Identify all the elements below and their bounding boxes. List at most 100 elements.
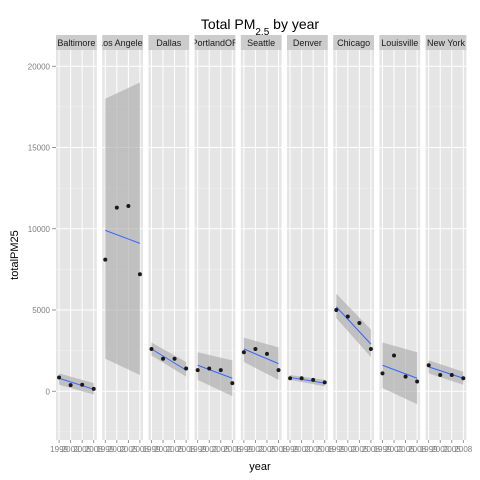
facet-strip — [287, 35, 328, 50]
x-tick-label: 2002 — [247, 445, 265, 454]
facet-strip-label: Dallas — [156, 38, 182, 48]
y-tick-label: 5000 — [32, 306, 50, 315]
fit-line — [243, 348, 279, 365]
data-point — [426, 363, 431, 368]
data-point — [288, 376, 293, 381]
fit-line — [382, 364, 418, 379]
facet-strip — [102, 35, 143, 50]
data-point — [68, 383, 73, 388]
x-tick-label: 1999 — [50, 445, 68, 454]
data-point — [322, 380, 327, 385]
data-point — [438, 373, 443, 377]
x-tick-label: 2008 — [408, 445, 426, 454]
data-point — [80, 382, 85, 387]
x-tick-label: 2002 — [154, 445, 172, 454]
x-tick-label: 1999 — [96, 445, 114, 454]
facet-strip — [194, 35, 236, 50]
x-tick-label: 2008 — [223, 445, 241, 454]
chart-title-main: Total PM — [201, 16, 255, 32]
x-tick-label: 2005 — [350, 445, 368, 454]
data-point — [380, 371, 385, 376]
data-point — [57, 375, 62, 380]
facet-strip — [56, 35, 97, 50]
data-point — [392, 353, 397, 358]
x-tick-label: 2008 — [454, 445, 472, 454]
x-tick-label: 1999 — [189, 445, 207, 454]
x-tick-label: 2002 — [200, 445, 218, 454]
facet-strip-label: Seattle — [247, 38, 275, 48]
panel-background — [148, 50, 190, 440]
x-tick-label: 2008 — [85, 445, 103, 454]
data-point — [299, 376, 304, 381]
data-point — [345, 314, 350, 319]
x-tick-label: 2002 — [108, 445, 126, 454]
x-tick-label: 1999 — [327, 445, 345, 454]
y-tick-label: 0 — [46, 387, 51, 396]
x-tick-label: 2005 — [258, 445, 276, 454]
data-point — [241, 350, 246, 355]
data-point — [184, 366, 189, 371]
x-tick-label: 2008 — [177, 445, 195, 454]
x-tick-label: 2005 — [166, 445, 184, 454]
facet-strip — [425, 35, 467, 50]
y-tick-label: 10000 — [28, 225, 51, 234]
facet-strip-label: Baltimore — [57, 38, 95, 48]
data-point — [149, 347, 154, 351]
fit-line — [289, 376, 325, 384]
x-tick-label: 2005 — [73, 445, 91, 454]
x-tick-label: 2008 — [131, 445, 149, 454]
fit-line — [197, 364, 233, 379]
data-point — [276, 368, 281, 373]
data-point — [461, 376, 466, 381]
x-tick-label: 2008 — [270, 445, 288, 454]
confidence-band — [382, 342, 418, 405]
data-point — [264, 351, 269, 356]
data-point — [91, 386, 96, 391]
confidence-band — [243, 337, 279, 380]
panel-background — [287, 50, 328, 440]
facet-strip-label: Chicago — [337, 38, 370, 48]
x-tick-label: 2005 — [397, 445, 415, 454]
data-point — [253, 347, 258, 351]
x-tick-label: 2008 — [362, 445, 380, 454]
x-tick-label: 2002 — [385, 445, 403, 454]
data-point — [103, 257, 108, 262]
y-tick-label: 15000 — [28, 144, 51, 153]
chart-title: Total PM2.5 by year — [201, 16, 320, 38]
x-tick-label: 2002 — [339, 445, 357, 454]
data-point — [403, 374, 408, 379]
y-axis: 0 5000 10000 15000 20000 — [28, 62, 56, 396]
x-tick-label: 1999 — [235, 445, 253, 454]
data-point — [207, 366, 212, 371]
data-point — [195, 368, 200, 373]
confidence-band — [105, 82, 140, 375]
data-point — [172, 356, 177, 361]
data-point — [230, 381, 235, 386]
facet-strip — [240, 35, 282, 50]
panel-background — [333, 50, 374, 440]
x-tick-label: 2005 — [212, 445, 230, 454]
x-tick-label: 2002 — [293, 445, 311, 454]
data-point — [126, 204, 131, 208]
x-tick-label: 2005 — [119, 445, 137, 454]
y-tick-label: 20000 — [28, 62, 51, 71]
data-point — [161, 356, 166, 361]
x-tick-label: 2002 — [431, 445, 449, 454]
x-tick-label: 2005 — [443, 445, 461, 454]
data-point — [415, 379, 420, 384]
facet-strip — [379, 35, 421, 50]
facet-strip — [148, 35, 190, 50]
data-point — [114, 205, 119, 210]
x-tick-label: 1999 — [420, 445, 438, 454]
data-point — [334, 308, 339, 312]
chart-title-subscript: 2.5 — [255, 27, 269, 38]
panel-background — [240, 50, 282, 440]
